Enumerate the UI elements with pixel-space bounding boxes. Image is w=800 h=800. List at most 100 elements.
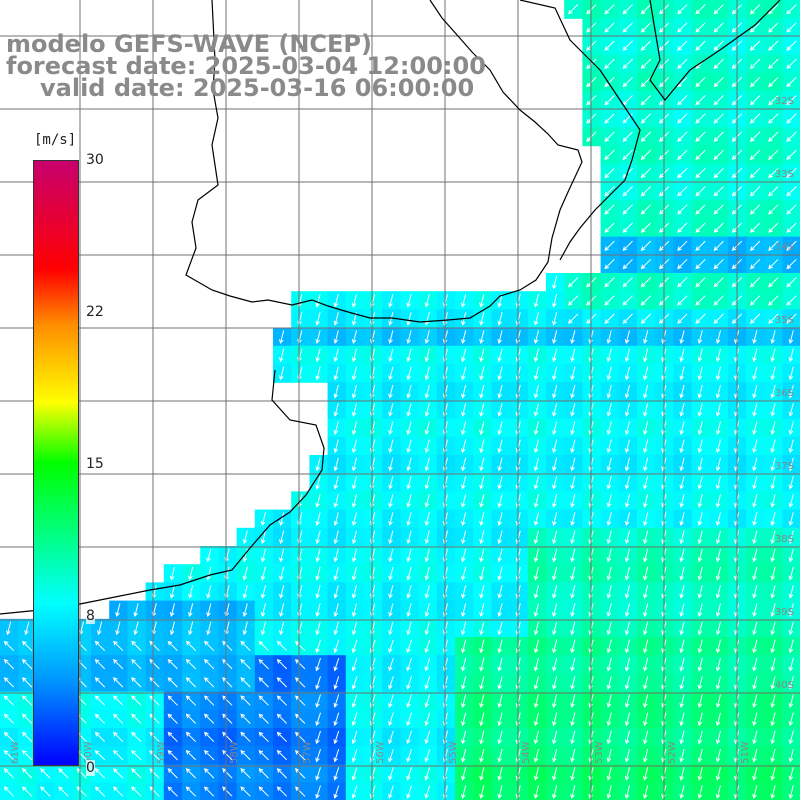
wind-arrow (333, 603, 339, 618)
wind-arrow (497, 676, 503, 690)
wind-arrow (695, 277, 706, 288)
wind-arrow (131, 768, 142, 779)
wind-arrow (315, 548, 321, 563)
wind-arrow (479, 384, 485, 399)
wind-arrow (679, 548, 685, 563)
wind-arrow (497, 348, 503, 363)
wind-arrow (461, 785, 467, 800)
wind-arrow (497, 639, 503, 654)
wind-arrow (552, 785, 558, 800)
wind-arrow (351, 475, 357, 490)
wind-arrow (752, 767, 758, 781)
wind-arrow (677, 149, 688, 161)
wind-arrow (695, 258, 706, 270)
wind-arrow (279, 366, 285, 381)
wind-arrow (552, 621, 558, 636)
wind-arrow (258, 731, 269, 743)
wind-arrow (351, 748, 358, 763)
wind-arrow (258, 677, 269, 688)
wind-arrow (333, 748, 340, 763)
wind-arrow (479, 330, 485, 345)
wind-arrow (21, 713, 33, 724)
wind-arrow (770, 712, 776, 727)
wind-arrow (695, 40, 706, 51)
wind-arrow (388, 639, 394, 654)
wind-arrow (333, 475, 339, 490)
wind-arrow (552, 475, 558, 490)
wind-arrow (604, 222, 615, 233)
wind-arrow (606, 603, 612, 618)
wind-arrow (697, 494, 703, 508)
wind-arrow (497, 730, 503, 745)
wind-arrow (679, 585, 685, 599)
wind-arrow (315, 312, 321, 326)
title-model: modelo GEFS-WAVE (NCEP) (6, 30, 372, 58)
wind-arrow (479, 439, 485, 454)
wind-arrow (3, 749, 15, 761)
wind-arrow (604, 4, 615, 15)
wind-arrow (333, 421, 339, 436)
wind-arrow (94, 677, 106, 688)
wind-arrow (167, 695, 178, 706)
wind-arrow (770, 767, 776, 781)
wind-arrow (388, 657, 394, 672)
wind-arrow (133, 621, 139, 636)
wind-arrow (643, 421, 649, 436)
wind-arrow (260, 548, 266, 563)
wind-arrow (749, 313, 761, 324)
wind-arrow (406, 657, 412, 672)
wind-arrow (713, 277, 724, 288)
lat-label: 32S (775, 96, 794, 107)
wind-arrow (606, 730, 612, 745)
wind-arrow (24, 621, 30, 636)
wind-arrow (21, 677, 33, 688)
wind-arrow (333, 639, 340, 654)
wind-arrow (94, 713, 106, 724)
wind-arrow (388, 748, 394, 763)
wind-arrow (112, 695, 124, 706)
wind-arrow (606, 457, 612, 472)
wind-arrow (770, 748, 776, 763)
wind-arrow (606, 330, 612, 345)
wind-arrow (461, 293, 467, 308)
wind-arrow (424, 748, 431, 763)
wind-arrow (697, 421, 703, 436)
wind-arrow (749, 149, 761, 161)
wind-arrow (333, 384, 339, 399)
wind-arrow (713, 40, 724, 51)
wind-arrow (94, 768, 106, 779)
wind-arrow (606, 384, 612, 399)
wind-arrow (461, 730, 467, 745)
wind-arrow (388, 566, 394, 581)
wind-arrow (533, 530, 539, 545)
wind-arrow (497, 439, 503, 454)
wind-arrow (222, 768, 233, 779)
wind-arrow (294, 786, 306, 797)
wind-arrow (749, 22, 761, 33)
wind-arrow (388, 475, 394, 490)
wind-arrow (188, 566, 194, 581)
wind-arrow (424, 730, 431, 745)
wind-arrow (167, 640, 178, 652)
wind-arrow (624, 366, 630, 381)
wind-arrow (715, 621, 721, 636)
wind-arrow (351, 585, 357, 599)
wind-arrow (203, 695, 215, 706)
wind-arrow (624, 403, 630, 417)
wind-arrow (222, 749, 233, 761)
wind-arrow (112, 658, 124, 670)
wind-arrow (131, 658, 142, 670)
wind-arrow (749, 186, 761, 197)
colorbar (33, 160, 79, 766)
wind-arrow (388, 676, 394, 690)
wind-arrow (570, 621, 576, 636)
wind-arrow (203, 713, 215, 724)
wind-arrow (294, 695, 306, 706)
wind-arrow (768, 167, 779, 179)
wind-arrow (333, 439, 339, 454)
wind-arrow (40, 786, 51, 797)
wind-arrow (351, 676, 358, 690)
wind-arrow (552, 639, 558, 654)
wind-arrow (315, 348, 321, 363)
